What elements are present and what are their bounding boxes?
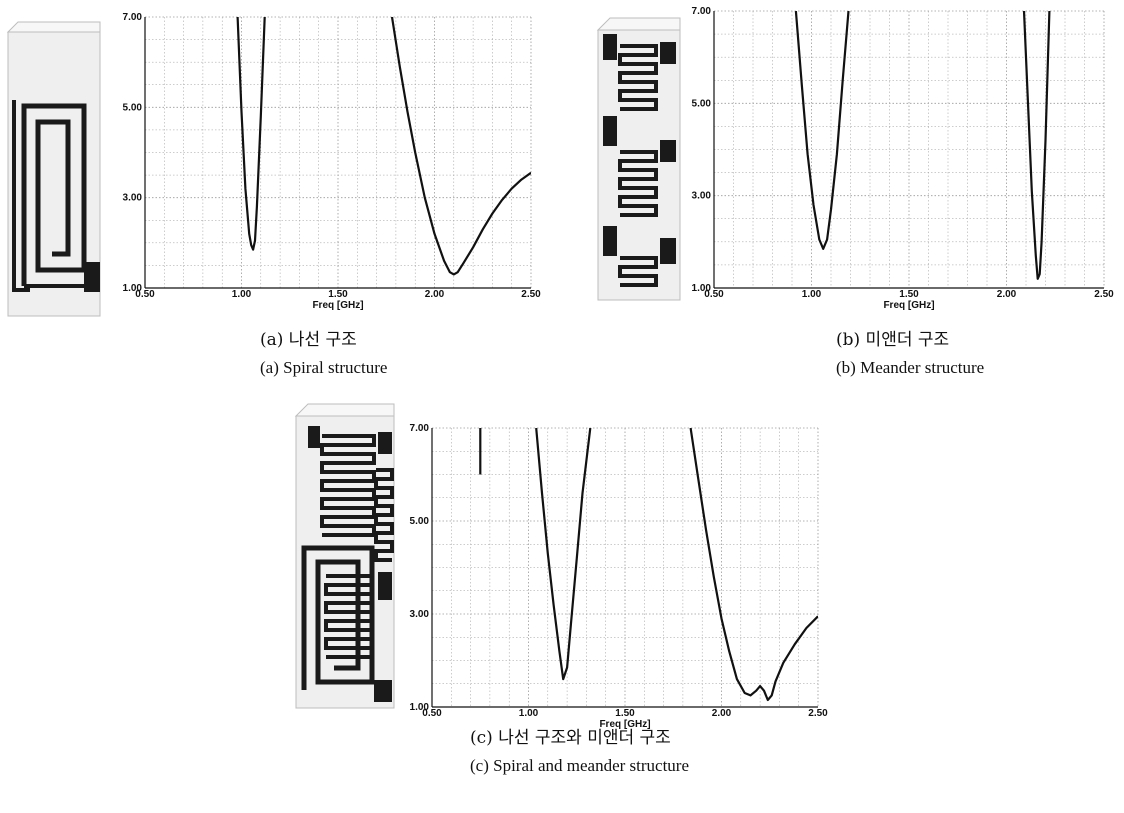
series-line [236,17,266,251]
x-tick-label: 0.50 [135,289,155,300]
caption-c-english: (c) Spiral and meander structure [470,756,690,775]
x-tick-label: 2.50 [808,708,828,719]
series-line [1022,11,1051,280]
x-tick-label: 0.50 [422,708,442,719]
x-tick-label: 2.50 [1094,289,1114,300]
series-line [689,428,818,702]
spiral-and-meander-structure-drawing [294,403,395,709]
meander-structure-drawing [596,17,681,301]
y-tick-label: 5.00 [692,98,712,109]
x-tick-label: 1.50 [328,289,348,300]
grid [431,427,819,708]
y-tick-label: 7.00 [692,6,712,17]
x-tick-label: 1.00 [232,289,252,300]
y-tick-label: 1.00 [123,283,143,294]
caption-b-english: (b) Meander structure [836,358,985,377]
x-axis-label: Freq [GHz] [312,300,363,311]
y-tick-label: 5.00 [123,102,143,113]
y-tick-label: 3.00 [692,191,712,202]
y-tick-label: 1.00 [692,283,712,294]
x-tick-label: 2.00 [712,708,732,719]
y-tick-label: 7.00 [123,12,143,23]
series-line [390,17,531,276]
x-tick-label: 1.50 [615,708,635,719]
y-tick-label: 1.00 [410,702,430,713]
x-tick-label: 2.00 [425,289,445,300]
y-tick-label: 3.00 [123,193,143,204]
y-tick-label: 3.00 [410,609,430,620]
x-axis-label: Freq [GHz] [883,300,934,311]
series-line [535,428,592,681]
y-tick-label: 5.00 [410,516,430,527]
x-tick-label: 0.50 [704,289,724,300]
chart-c: 0.50 1.00 1.50 2.00 2.501.003.005.007.00Freq… [410,423,829,730]
x-tick-label: 2.50 [521,289,541,300]
x-tick-label: 1.00 [519,708,539,719]
chart-b: 0.50 1.00 1.50 2.00 2.501.003.005.007.00Freq… [692,6,1115,311]
caption-a-english: (a) Spiral structure [260,358,388,377]
y-tick-label: 7.00 [410,423,430,434]
x-tick-label: 1.50 [899,289,919,300]
x-axis-label: Freq [GHz] [599,719,650,730]
chart-a: 0.50 1.00 1.50 2.00 2.501.003.005.007.00Freq… [123,12,542,311]
caption-c-korean: (c) 나선 구조와 미앤더 구조 [470,728,671,748]
series-line [794,11,850,250]
caption-b-korean: (b) 미앤더 구조 [836,330,950,350]
x-tick-label: 1.00 [802,289,822,300]
x-tick-label: 2.00 [997,289,1017,300]
spiral-structure-drawing [6,21,101,317]
caption-a-korean: (a) 나선 구조 [260,330,357,350]
